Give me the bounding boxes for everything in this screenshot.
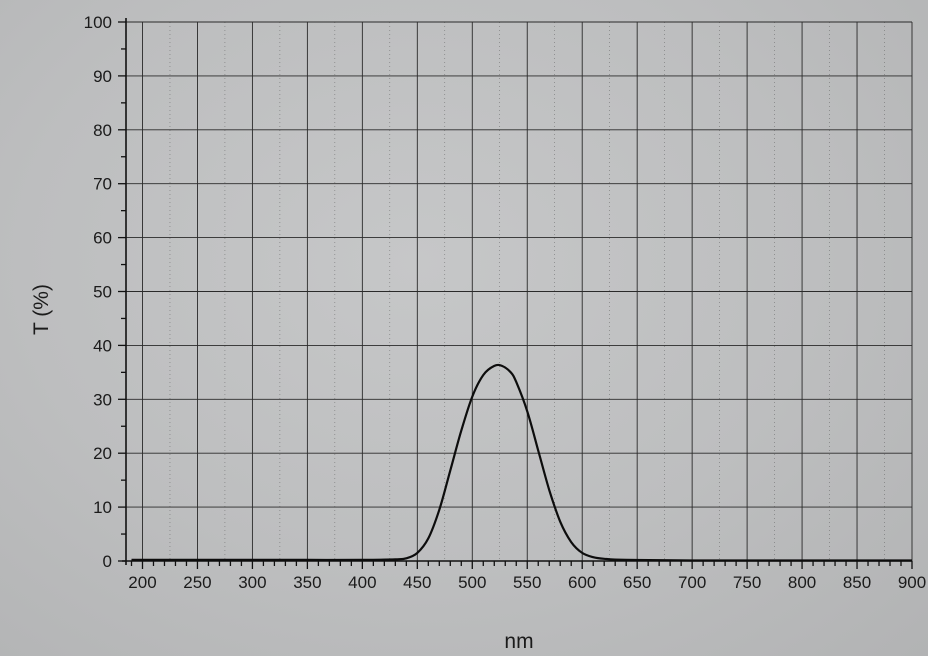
y-tick-label: 10 — [93, 498, 112, 517]
x-tick-label: 850 — [843, 573, 871, 592]
y-tick-label: 0 — [103, 552, 112, 571]
y-axis-ticks: 0 10 20 30 40 50 60 70 80 90 100 — [84, 13, 126, 571]
x-tick-label: 300 — [238, 573, 266, 592]
plot-area — [131, 363, 912, 562]
y-axis-label: T (%) — [30, 284, 53, 335]
x-tick-label: 750 — [733, 573, 761, 592]
y-tick-label: 40 — [93, 336, 112, 355]
x-tick-label: 600 — [568, 573, 596, 592]
y-tick-label: 60 — [93, 229, 112, 248]
x-tick-label: 250 — [183, 573, 211, 592]
x-axis-label: nm — [504, 630, 533, 653]
x-tick-label: 800 — [788, 573, 816, 592]
x-tick-label: 450 — [403, 573, 431, 592]
y-tick-label: 90 — [93, 67, 112, 86]
x-tick-label: 200 — [128, 573, 156, 592]
x-tick-label: 500 — [458, 573, 486, 592]
y-tick-label: 100 — [84, 13, 112, 32]
x-tick-label: 700 — [678, 573, 706, 592]
chart-grid — [126, 21, 913, 562]
y-tick-label: 50 — [93, 283, 112, 302]
x-tick-label: 550 — [513, 573, 541, 592]
y-tick-label: 20 — [93, 444, 112, 463]
y-tick-label: 30 — [93, 390, 112, 409]
x-tick-label: 400 — [348, 573, 376, 592]
x-tick-label: 350 — [293, 573, 321, 592]
x-axis-ticks: 200 250 300 350 400 450 500 550 600 650 700 750 800 8… — [128, 561, 926, 592]
transmission-curve — [131, 363, 912, 562]
y-tick-label: 80 — [93, 121, 112, 140]
x-tick-label: 650 — [623, 573, 651, 592]
x-tick-label: 900 — [898, 573, 926, 592]
y-tick-label: 70 — [93, 175, 112, 194]
